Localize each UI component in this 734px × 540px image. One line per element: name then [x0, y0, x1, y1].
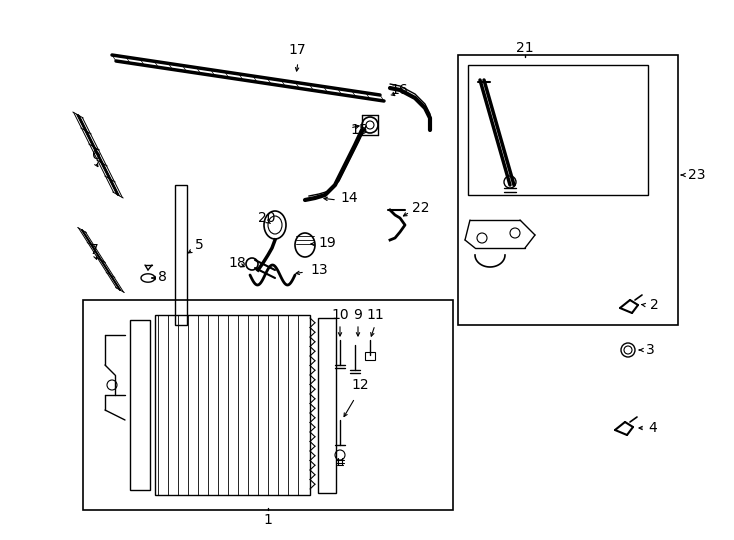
Bar — [130, 320, 150, 490]
Bar — [365, 352, 375, 360]
Text: 22: 22 — [412, 201, 429, 215]
Text: 14: 14 — [340, 191, 357, 205]
Text: 10: 10 — [331, 308, 349, 322]
Ellipse shape — [268, 216, 282, 234]
Text: 4: 4 — [648, 421, 657, 435]
Text: 1: 1 — [264, 513, 272, 527]
Text: 19: 19 — [318, 236, 335, 250]
Text: 3: 3 — [646, 343, 655, 357]
Bar — [468, 65, 648, 195]
Bar — [318, 318, 336, 493]
Text: 13: 13 — [310, 263, 327, 277]
Text: 8: 8 — [158, 270, 167, 284]
Text: 21: 21 — [516, 41, 534, 55]
Text: 20: 20 — [258, 211, 275, 225]
Text: 2: 2 — [650, 298, 658, 312]
Ellipse shape — [295, 233, 315, 257]
Text: 5: 5 — [195, 238, 204, 252]
Text: 15: 15 — [350, 123, 368, 137]
Text: 9: 9 — [354, 308, 363, 322]
Text: 6: 6 — [92, 148, 101, 162]
Bar — [175, 185, 187, 325]
Ellipse shape — [264, 211, 286, 239]
Text: 16: 16 — [390, 83, 408, 97]
Bar — [83, 300, 453, 510]
Text: 7: 7 — [90, 243, 99, 257]
Text: 23: 23 — [688, 168, 705, 182]
Text: 18: 18 — [228, 256, 246, 270]
Bar — [155, 315, 310, 495]
Text: 11: 11 — [366, 308, 384, 322]
Text: 12: 12 — [351, 378, 368, 392]
Text: 17: 17 — [288, 43, 305, 57]
Bar — [458, 55, 678, 325]
